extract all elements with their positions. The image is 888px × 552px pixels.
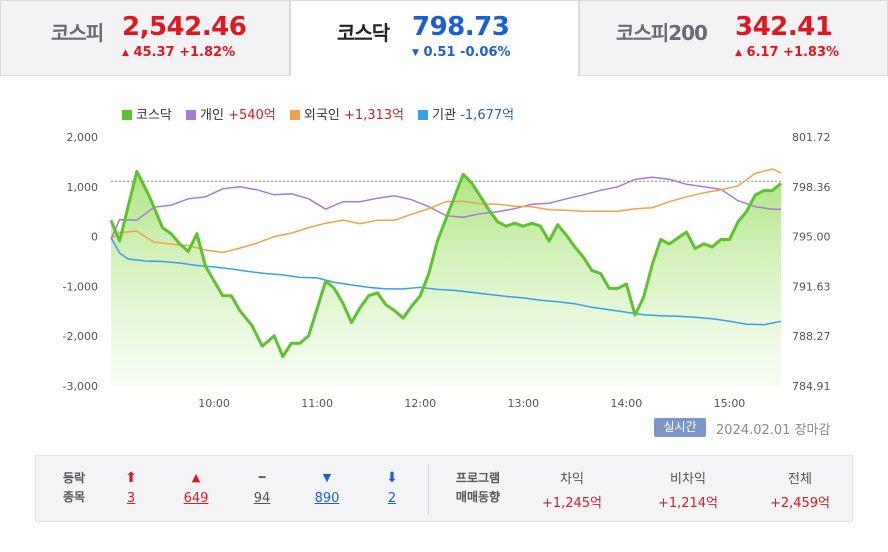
program-arbitrage: 차익 +1,245억 [524, 468, 620, 511]
upper-limit-icon: ⬆ [125, 470, 137, 486]
right-axis-tick-label: 784.91 [792, 380, 831, 393]
left-axis: 2,000 1,000 0 -1,000 -2,000 -3,000 [63, 131, 98, 393]
unchanged-icon: ━ [258, 471, 266, 484]
market-close-date: 2024.02.01 장마감 [716, 423, 831, 438]
lower-limit-count[interactable]: 2 [387, 491, 397, 506]
legend-name-individual: 개인 [200, 108, 224, 123]
x-axis-tick-label: 12:00 [404, 397, 436, 410]
index-tabs: 코스피 2,542.46 ▲ 45.37 +1.82% 코스닥 798.73 ▼… [0, 0, 888, 76]
program-nonarbitrage-header: 비차익 [670, 472, 706, 487]
legend-name-foreign: 외국인 [303, 108, 340, 123]
program-label-line2: 매매동향 [455, 490, 501, 504]
realtime-badge[interactable]: 실시간 [654, 418, 706, 437]
program-label-line1: 프로그램 [455, 471, 501, 485]
breadth-label-line2: 종목 [62, 490, 86, 504]
left-axis-tick-label: 2,000 [67, 131, 99, 144]
legend-swatch-individual [186, 110, 197, 120]
unchanged-count[interactable]: 94 [253, 491, 271, 506]
right-axis-tick-label: 788.27 [792, 330, 831, 343]
tab-kosdaq-name: 코스닥 [337, 21, 390, 45]
legend-swatch-foreign [289, 110, 300, 120]
tab-kospi-change-text: 45.37 +1.82% [133, 45, 236, 60]
legend-item-foreign[interactable]: 외국인 +1,313억 [289, 104, 405, 123]
series-line-foreign [110, 168, 782, 254]
legend-name-kosdaq: 코스닥 [136, 108, 172, 123]
rise-count[interactable]: 649 [183, 491, 209, 506]
tab-kospi[interactable]: 코스피 2,542.46 ▲ 45.37 +1.82% [0, 0, 290, 76]
breadth-label: 등락 종목 [56, 469, 92, 507]
legend-item-kosdaq[interactable]: 코스닥 [122, 104, 172, 123]
left-axis-tick-label: -3,000 [63, 380, 98, 393]
legend-swatch-institution [418, 110, 429, 120]
tab-kospi200-change: ▲ 6.17 +1.83% [735, 45, 839, 60]
chart-legend: 코스닥 개인 +540억 외국인 +1,313억 기관 -1,677억 [122, 104, 524, 123]
left-axis-tick-label: 0 [91, 231, 98, 244]
program-label: 프로그램 매매동향 [446, 469, 510, 507]
x-axis-tick-label: 14:00 [611, 397, 643, 410]
program-nonarbitrage: 비차익 +1,214억 [638, 468, 738, 511]
x-axis: 10:00 11:00 12:00 13:00 14:00 15:00 [198, 397, 745, 410]
tab-kospi-change: ▲ 45.37 +1.82% [122, 45, 235, 60]
left-axis-tick-label: 1,000 [67, 181, 99, 194]
upper-limit-count[interactable]: 3 [126, 491, 136, 506]
tab-kospi200[interactable]: 코스피200 342.41 ▲ 6.17 +1.83% [579, 0, 888, 76]
program-total: 전체 +2,459억 [750, 468, 850, 511]
legend-item-institution[interactable]: 기관 -1,677억 [418, 104, 514, 123]
tab-kosdaq-value: 798.73 [412, 12, 510, 42]
series-line-institution [110, 237, 782, 326]
legend-swatch-kosdaq [122, 110, 132, 120]
legend-item-individual[interactable]: 개인 +540억 [186, 104, 276, 123]
program-nonarbitrage-value: +1,214억 [657, 496, 719, 511]
series-line-kosdaq [109, 169, 782, 358]
program-total-header: 전체 [788, 472, 812, 487]
down-arrow-icon: ▼ [412, 48, 419, 58]
fall-icon: ▼ [322, 471, 332, 484]
up-arrow-icon: ▲ [122, 48, 129, 58]
tab-kospi-value: 2,542.46 [122, 12, 247, 42]
legend-value-foreign: +1,313억 [343, 108, 405, 123]
left-axis-tick-label: -1,000 [63, 280, 98, 293]
tab-kosdaq-change: ▼ 0.51 -0.06% [412, 45, 511, 60]
kosdaq-area [111, 171, 781, 386]
breadth-label-line1: 등락 [62, 471, 86, 485]
rise-icon: ▲ [191, 471, 201, 484]
program-arbitrage-header: 차익 [560, 472, 584, 487]
breadth-fall: ▼ 890 [302, 469, 352, 506]
breadth-rise: ▲ 649 [171, 469, 221, 506]
tab-kosdaq-change-text: 0.51 -0.06% [423, 45, 511, 60]
market-summary-panel: 등락 종목 ⬆ 3 ▲ 649 ━ 94 ▼ 890 ⬇ 2 프로그램 매매동향… [35, 455, 853, 522]
legend-name-institution: 기관 [432, 108, 457, 123]
legend-value-institution: -1,677억 [460, 108, 515, 123]
panel-divider [428, 464, 429, 514]
tab-kospi200-value: 342.41 [735, 12, 833, 42]
x-axis-tick-label: 15:00 [714, 397, 746, 410]
breadth-lower-limit: ⬇ 2 [367, 469, 417, 506]
tab-kosdaq[interactable]: 코스닥 798.73 ▼ 0.51 -0.06% [290, 0, 579, 76]
tab-kospi200-name: 코스피200 [616, 21, 708, 45]
right-axis-tick-label: 791.63 [792, 280, 831, 293]
breadth-unchanged: ━ 94 [237, 469, 287, 506]
right-axis-tick-label: 798.36 [792, 181, 831, 194]
program-arbitrage-value: +1,245억 [541, 496, 603, 511]
lower-limit-icon: ⬇ [386, 470, 398, 486]
tab-kospi-name: 코스피 [51, 21, 104, 45]
legend-value-individual: +540억 [228, 108, 276, 123]
right-axis-tick-label: 801.72 [792, 131, 831, 144]
left-axis-tick-label: -2,000 [63, 330, 98, 343]
intraday-chart[interactable]: 2,000 1,000 0 -1,000 -2,000 -3,000 801.72 798.… [0, 120, 888, 415]
fall-count[interactable]: 890 [314, 491, 340, 506]
x-axis-tick-label: 11:00 [301, 397, 333, 410]
tab-kospi200-change-text: 6.17 +1.83% [746, 45, 840, 60]
breadth-upper-limit: ⬆ 3 [106, 469, 156, 506]
right-axis-tick-label: 795.00 [792, 231, 831, 244]
program-total-value: +2,459억 [769, 496, 831, 511]
right-axis: 801.72 798.36 795.00 791.63 788.27 784.91 [792, 131, 831, 393]
up-arrow-icon: ▲ [735, 48, 742, 58]
x-axis-tick-label: 10:00 [198, 397, 230, 410]
x-axis-tick-label: 13:00 [507, 397, 539, 410]
